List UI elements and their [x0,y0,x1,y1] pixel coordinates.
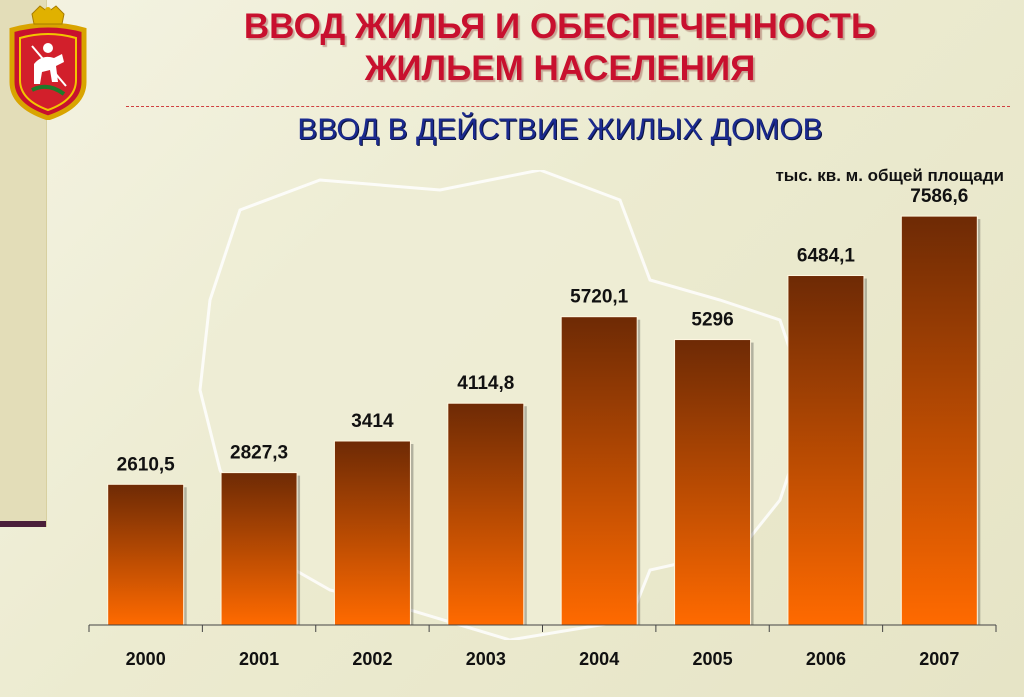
value-label-2005: 5296 [691,310,733,331]
unit-label: тыс. кв. м. общей площади [775,166,1004,185]
value-label-2007: 7586,6 [910,186,968,207]
value-label-2002: 3414 [351,411,394,432]
title-line-2: ЖИЛЬЕМ НАСЕЛЕНИЯ [364,49,756,88]
category-label-2003: 2003 [466,649,506,669]
bar-2003 [447,402,525,626]
value-label-2000: 2610,5 [117,454,176,475]
category-label-2004: 2004 [579,649,619,669]
title-line-1: ВВОД ЖИЛЬЯ И ОБЕСПЕЧЕННОСТЬ [243,7,877,46]
bar-2004 [560,316,638,626]
bar-2005 [674,339,752,626]
category-label-2001: 2001 [239,649,279,669]
title-divider [126,106,1010,107]
value-label-2004: 5720,1 [570,287,629,308]
bar-2001 [220,472,298,626]
chart-subtitle: ВВОД В ДЕЙСТВИЕ ЖИЛЫХ ДОМОВ [297,113,823,146]
category-label-2005: 2005 [693,649,733,669]
value-label-2006: 6484,1 [797,246,856,267]
value-label-2003: 4114,8 [457,373,514,394]
bar-2002 [333,440,411,626]
category-label-2007: 2007 [919,649,959,669]
category-label-2006: 2006 [806,649,846,669]
coat-of-arms-icon [9,5,87,120]
bar-2007 [900,215,978,626]
bar-2000 [107,483,185,626]
category-label-2000: 2000 [126,649,166,669]
category-label-2002: 2002 [352,649,392,669]
page-title: ВВОД ЖИЛЬЯ И ОБЕСПЕЧЕННОСТЬ ЖИЛЬЕМ НАСЕЛ… [130,6,990,90]
value-label-2001: 2827,3 [230,443,288,464]
bar-2006 [787,275,865,626]
left-decor-line [0,521,46,527]
